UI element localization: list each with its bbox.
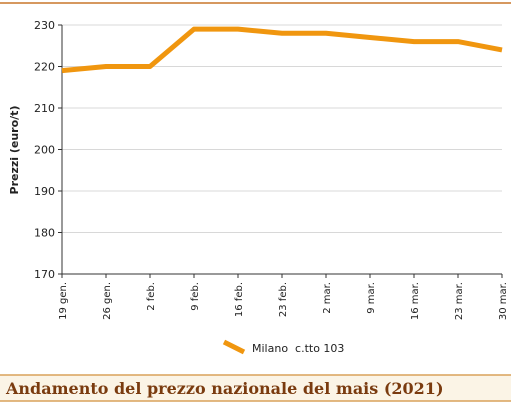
y-tick-label: 170 (34, 268, 55, 281)
x-tick-label: 23 feb. (278, 282, 289, 317)
x-tick-label: 2 feb. (146, 282, 157, 311)
series-line (61, 26, 503, 74)
y-tick-label: 190 (34, 185, 55, 198)
x-tick-label: 16 feb. (234, 282, 245, 317)
title-band (0, 375, 511, 401)
x-tick-label: 2 mar. (322, 282, 333, 314)
x-tick-label: 19 gen. (58, 282, 69, 320)
x-tick-label: 23 mar. (454, 282, 465, 320)
x-tick-label: 26 gen. (102, 282, 113, 320)
chart-title: Andamento del prezzo nazionale del mais … (5, 379, 444, 398)
y-tick-label: 230 (34, 19, 55, 32)
y-axis-label: Prezzi (euro/t) (8, 106, 21, 195)
x-tick-label: 9 feb. (190, 282, 201, 311)
x-tick-label: 16 mar. (410, 282, 421, 320)
y-tick-label: 210 (34, 102, 55, 115)
legend-swatch (222, 339, 246, 355)
y-tick-label: 180 (34, 227, 55, 240)
legend-label: Milano c.tto 103 (252, 342, 344, 355)
y-tick-label: 200 (34, 144, 55, 157)
y-tick-label: 220 (34, 61, 55, 74)
x-tick-label: 30 mar. (498, 282, 509, 320)
x-tick-label: 9 mar. (366, 282, 377, 314)
